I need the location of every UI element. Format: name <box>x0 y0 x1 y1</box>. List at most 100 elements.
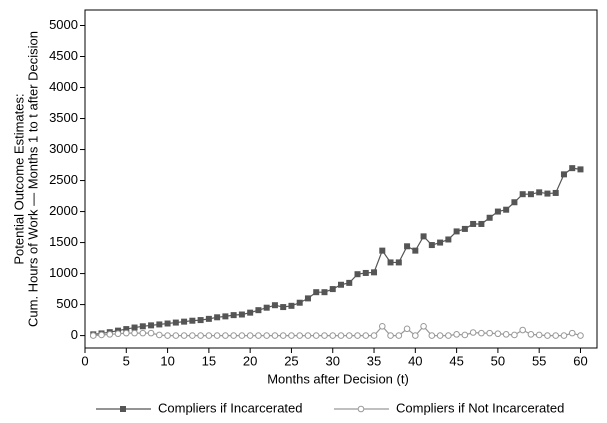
data-point <box>156 331 163 339</box>
data-point <box>296 332 304 339</box>
y-tick-label: 0 <box>71 327 78 342</box>
data-point <box>552 189 559 196</box>
data-point <box>172 319 179 326</box>
data-point <box>247 309 254 316</box>
data-point <box>148 322 155 329</box>
data-point <box>189 317 196 324</box>
data-point <box>230 312 237 319</box>
data-point <box>156 321 163 328</box>
data-point <box>577 166 584 173</box>
y-tick-label: 500 <box>56 296 78 311</box>
x-tick-label: 10 <box>160 353 174 368</box>
data-point <box>271 302 278 309</box>
x-tick-label: 25 <box>284 353 298 368</box>
data-point <box>362 269 369 276</box>
data-point <box>213 332 221 339</box>
data-point <box>197 317 204 324</box>
data-point <box>263 332 270 339</box>
x-tick-label: 5 <box>123 353 130 368</box>
data-point <box>89 332 97 339</box>
y-axis-label: Potential Outcome Estimates: Cum. Hours … <box>11 31 40 327</box>
data-point <box>172 332 180 339</box>
data-point <box>511 199 518 206</box>
data-point <box>412 247 419 254</box>
data-point <box>478 329 485 337</box>
data-point <box>552 332 560 339</box>
data-point <box>122 329 130 337</box>
data-point <box>403 325 411 333</box>
data-point <box>180 332 188 339</box>
data-point <box>288 302 295 309</box>
data-point <box>412 332 419 339</box>
data-point <box>544 190 551 197</box>
data-point <box>445 332 452 339</box>
data-point <box>527 191 534 198</box>
legend-label: Compliers if Incarcerated <box>158 400 303 415</box>
data-point <box>197 332 204 339</box>
data-point <box>535 331 543 339</box>
x-tick-label: 40 <box>408 353 422 368</box>
data-point <box>494 208 501 215</box>
data-point <box>338 281 344 288</box>
data-point <box>164 320 171 327</box>
data-point <box>527 331 535 338</box>
legend-label: Compliers if Not Incarcerated <box>396 400 564 415</box>
data-point <box>296 299 303 306</box>
y-tick-label: 4500 <box>49 48 78 63</box>
data-point <box>519 326 526 334</box>
x-tick-label: 15 <box>202 353 216 368</box>
data-point <box>288 332 295 339</box>
data-point <box>123 326 130 333</box>
x-tick-label: 35 <box>367 353 381 368</box>
data-point <box>461 331 469 339</box>
data-point <box>428 332 436 339</box>
data-point <box>420 322 427 330</box>
data-point <box>321 332 328 339</box>
data-point <box>106 331 114 338</box>
data-point <box>246 332 254 339</box>
data-point <box>147 329 155 337</box>
data-point <box>560 171 567 178</box>
data-point <box>205 332 213 339</box>
data-point <box>139 329 147 337</box>
data-point <box>114 330 122 338</box>
data-point <box>560 332 568 339</box>
y-tick-label: 2500 <box>49 172 78 187</box>
data-point <box>502 331 510 338</box>
data-point <box>478 220 485 227</box>
data-point <box>387 332 394 339</box>
series-line <box>93 167 581 335</box>
data-point <box>345 332 353 339</box>
data-point <box>461 225 468 232</box>
data-point <box>395 332 403 339</box>
y-tick-label: 2000 <box>49 203 78 218</box>
data-point <box>420 233 427 240</box>
data-point <box>379 247 386 254</box>
data-point <box>370 332 378 339</box>
data-point <box>238 332 246 339</box>
data-point <box>279 332 287 339</box>
data-point <box>503 206 510 213</box>
data-point <box>395 259 402 266</box>
data-point <box>304 295 311 302</box>
x-tick-label: 30 <box>326 353 340 368</box>
y-tick-label: 1000 <box>49 265 78 280</box>
data-point <box>139 323 146 330</box>
y-tick-label: 3000 <box>49 141 78 156</box>
data-point <box>329 286 336 293</box>
data-point <box>321 289 328 296</box>
data-point <box>313 289 320 296</box>
data-point <box>453 228 460 235</box>
data-point <box>445 236 452 243</box>
data-point <box>164 332 171 339</box>
data-point <box>131 329 138 337</box>
data-point <box>271 332 279 339</box>
data-point <box>354 271 361 278</box>
x-tick-label: 55 <box>532 353 546 368</box>
y-tick-label: 4000 <box>49 79 78 94</box>
y-tick-label: 3500 <box>49 110 78 125</box>
data-point <box>519 191 526 198</box>
data-point <box>230 332 237 339</box>
data-point <box>222 313 229 320</box>
